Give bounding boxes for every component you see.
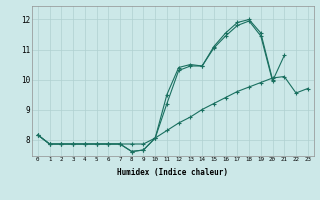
X-axis label: Humidex (Indice chaleur): Humidex (Indice chaleur) xyxy=(117,168,228,177)
